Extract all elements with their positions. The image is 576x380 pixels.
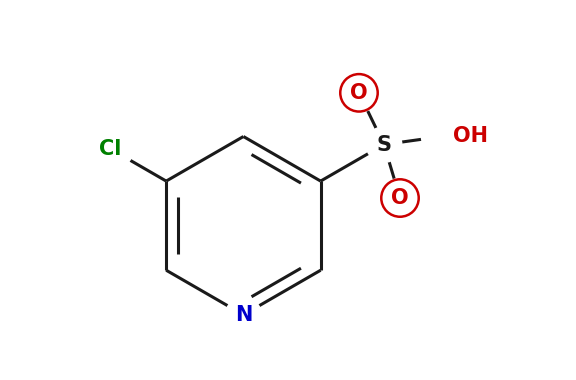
Text: O: O: [391, 188, 409, 208]
Circle shape: [339, 73, 378, 112]
Circle shape: [88, 127, 133, 171]
Text: Cl: Cl: [100, 139, 122, 159]
Text: N: N: [235, 305, 252, 325]
Circle shape: [366, 127, 402, 162]
Circle shape: [226, 297, 262, 332]
Text: S: S: [377, 135, 392, 155]
Text: O: O: [350, 83, 368, 103]
Circle shape: [380, 179, 419, 218]
Text: OH: OH: [453, 126, 488, 146]
Circle shape: [422, 109, 475, 162]
